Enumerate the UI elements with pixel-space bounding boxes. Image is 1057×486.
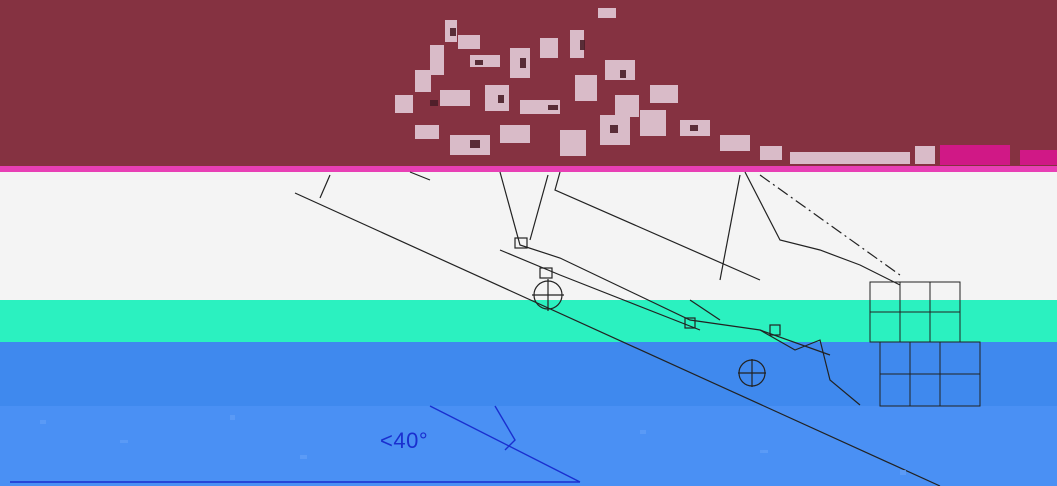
grid-block	[869, 281, 981, 407]
angle-label: <40°	[380, 428, 429, 453]
speckles	[40, 415, 906, 475]
fittings	[514, 237, 781, 387]
magenta-blocks	[940, 145, 1057, 165]
noise-cluster	[395, 8, 1010, 164]
angle-lines	[10, 405, 581, 483]
paper-band	[0, 172, 1057, 300]
magenta-band	[0, 166, 1057, 172]
noise-dark	[430, 28, 698, 148]
light-blue-band	[0, 406, 1057, 486]
drawing-lines	[294, 171, 941, 486]
teal-band	[0, 300, 1057, 342]
